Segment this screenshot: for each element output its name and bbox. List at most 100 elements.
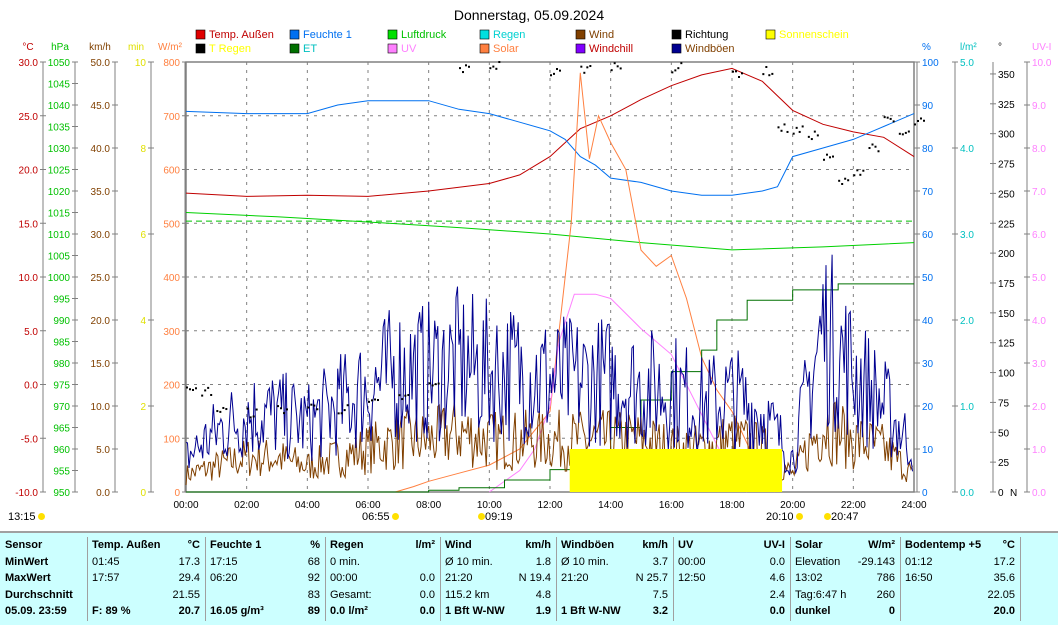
series-richtung-point [556,68,558,71]
table-cell: 22.05 [987,588,1015,601]
series-richtung-point [210,393,213,396]
series-richtung-point [862,169,865,172]
table-cell: 3.7 [652,555,668,568]
series-richtung-point [371,399,373,402]
series-richtung-point [462,71,464,74]
axis-tick-label: 8 [140,144,146,155]
series-richtung-point [798,130,801,133]
moonrise-icon [478,513,485,520]
legend-label: Feuchte 1 [303,29,352,41]
axis-tick-label: 5.0 [1032,273,1046,284]
legend-swatch [195,29,206,40]
axis-tick-label: 10 [135,58,147,69]
series-richtung-point [844,177,847,180]
axis-tick-label: 80 [922,144,934,155]
series-windb-en-line [185,254,913,476]
x-tick-label: 18:00 [719,500,744,511]
axis-tick-label: 100 [998,369,1015,380]
x-tick-label: 10:00 [477,500,502,511]
table-cell: 12:50 [678,572,706,584]
table-row: 21:20 N 19.4 [440,570,556,587]
axis-tick-label: 300 [163,327,180,338]
table-cell: N 19.4 [518,572,551,584]
series-richtung-point [826,153,828,156]
series-richtung-point [586,66,589,69]
table-cell: 20.0 [993,605,1015,617]
series-richtung-point [340,412,343,415]
axis-tick-label: 100 [163,434,180,445]
axis-unit-label: min [128,42,144,53]
series-richtung-point [583,71,586,74]
series-richtung-point [795,126,798,129]
table-cell: Ø 10 min. [445,555,493,568]
axis-tick-label: 400 [163,273,180,284]
x-tick-label: 02:00 [234,500,259,511]
table-row: 2.4 [673,587,790,604]
table-row: 1 Bft W-NW 3.2 [556,603,673,620]
table-column: Solar W/m² Elevation -29.143 13:02 786 Tag:6:4… [790,537,901,621]
axis-tick-label: 325 [998,100,1015,111]
table-cell: Ø 10 min. [561,555,609,568]
axis-tick-label: 35.0 [91,187,111,198]
table-column: Sensor MinWert MaxWert Durchschnitt 05.09. 2… [0,537,88,621]
axis-tick-label: 995 [53,295,70,306]
series-richtung-point [219,410,222,413]
legend-swatch [479,43,490,54]
axis-tick-label: 50.0 [91,58,111,69]
series-richtung-point [204,389,207,392]
axis-tick-label: 0 [140,488,146,499]
table-cell: 01:45 [92,555,120,568]
axis-tick-label: 7.0 [1032,187,1046,198]
legend-swatch [479,29,490,40]
axis-bottom-label: N [1010,488,1017,499]
series-richtung-point [277,405,279,408]
axis-tick-label: 4 [140,316,146,327]
table-column: Windböen km/h Ø 10 min. 3.7 21:20 N 25.7 7.5 1 … [556,537,674,621]
table-cell: N 25.7 [635,572,668,584]
axis-tick-label: 200 [998,249,1015,260]
series-richtung-point [498,61,501,64]
axis-tick-label: 800 [163,58,180,69]
table-cell: l/m² [415,539,435,551]
legend-swatch [575,43,586,54]
axis-unit-label: l/m² [960,42,977,53]
axis-tick-label: 8.0 [1032,144,1046,155]
table-row: Ø 10 min. 3.7 [556,554,673,571]
axis-tick-label: 5.0 [960,58,974,69]
table-cell: 0.0 l/m² [330,605,368,617]
series-richtung-point [489,67,492,70]
table-cell: 17:57 [92,572,120,584]
axis-tick-label: 150 [998,309,1015,320]
axis-tick-label: 1.0 [1032,445,1046,456]
series-richtung-point [801,125,804,128]
table-cell: 260 [876,588,895,601]
x-tick-label: 16:00 [659,500,684,511]
axis-tick-label: 5.0 [24,327,38,338]
table-row: Gesamt: 0.0 [325,587,440,604]
axis-tick-label: 1040 [48,101,71,112]
axis-tick-label: 960 [53,445,70,456]
axis-tick-label: 0.0 [24,381,38,392]
axis-tick-label: 4.0 [1032,316,1046,327]
series-richtung-point [495,67,498,70]
axis-tick-label: 45.0 [91,101,111,112]
table-cell: km/h [642,539,668,551]
axis-unit-label: ° [998,42,1002,53]
table-cell: 89 [307,605,320,617]
series-richtung-point [738,75,740,78]
series-richtung-point [771,72,774,75]
legend-label: Regen [493,29,525,41]
table-row: 05.09. 23:59 [0,603,87,620]
series-richtung-point [374,398,376,401]
legend-label: T Regen [209,43,251,55]
axis-tick-label: 90 [922,101,934,112]
axis-tick-label: 15.0 [19,219,39,230]
axis-tick-label: 1015 [48,209,71,220]
table-row: 1 Bft W-NW 1.9 [440,603,556,620]
marker-moonset: 20:47 [822,511,859,523]
table-row: Solar W/m² [790,537,900,554]
series-richtung-point [823,158,825,161]
legend-label: Windchill [589,43,633,55]
series-richtung-point [877,150,880,153]
table-cell: 92 [307,572,320,584]
